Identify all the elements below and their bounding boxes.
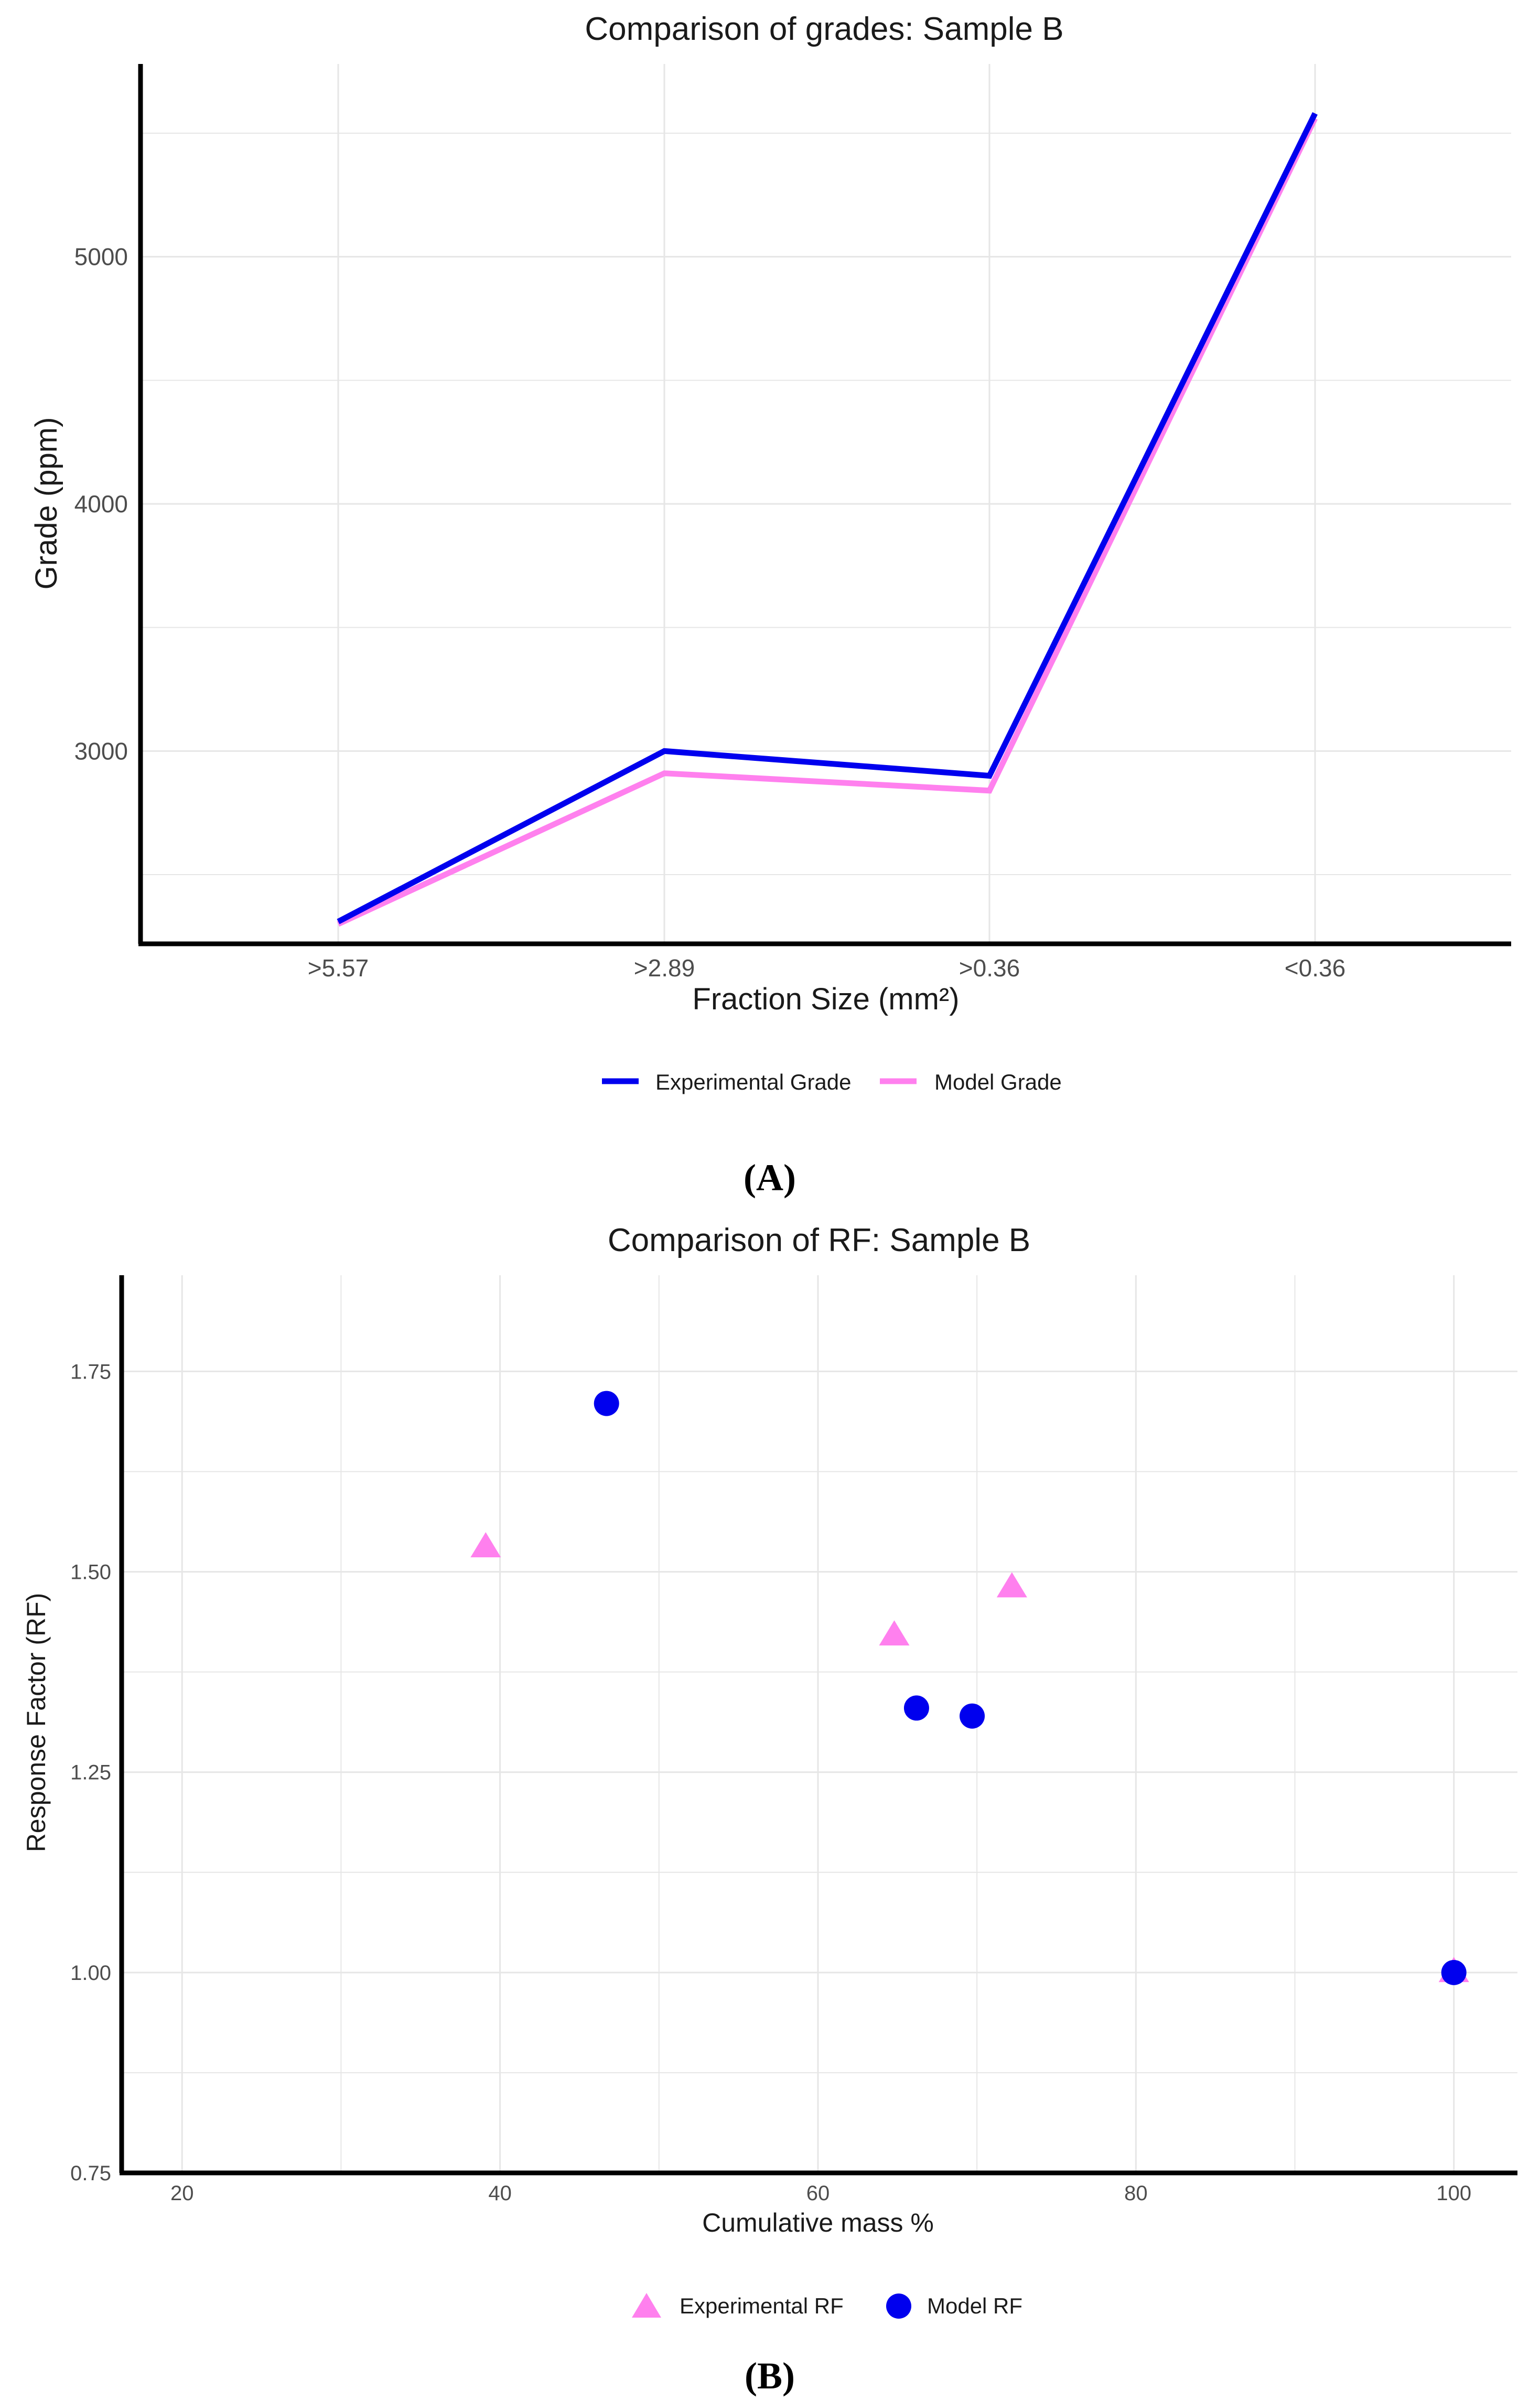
legend-item-model-rf: Model RF — [886, 2294, 1022, 2319]
x-tick-label-a: <0.36 — [1285, 954, 1345, 982]
legend-label-model-grade: Model Grade — [934, 1070, 1062, 1094]
x-tick-label-a: >5.57 — [308, 954, 369, 982]
chart-title-grades: Comparison of grades: Sample B — [585, 11, 1063, 47]
rf-scatter-chart: Comparison of RF: Sample B 0.75 1.00 1.25 1… — [21, 1222, 1517, 2319]
y-tick-label-a: 5000 — [74, 243, 128, 271]
series-line-model-grade — [337, 117, 1318, 927]
x-tick-label-b: 100 — [1436, 2182, 1471, 2205]
y-tick-label-b: 1.75 — [70, 1360, 111, 1383]
x-tick-label-b: 20 — [170, 2182, 194, 2205]
point-model-rf — [594, 1391, 619, 1416]
y-tick-label-a: 4000 — [74, 490, 128, 518]
ticks-a: 3000 4000 5000 >5.57 >2.89 >0.36 <0.36 — [74, 243, 1346, 982]
series-lines-a — [337, 112, 1318, 927]
legend-label-experimental-rf: Experimental RF — [680, 2294, 844, 2318]
x-tick-label-a: >0.36 — [959, 954, 1020, 982]
point-model-rf — [903, 1695, 929, 1721]
legend-b: Experimental RF Model RF — [632, 2293, 1022, 2319]
x-tick-label-b: 60 — [806, 2182, 830, 2205]
point-experimental-rf — [996, 1572, 1027, 1598]
x-tick-label-a: >2.89 — [634, 954, 695, 982]
legend-item-experimental-grade: Experimental Grade — [602, 1070, 852, 1094]
panel-label-b: (B) — [745, 2355, 795, 2397]
series-line-experimental-grade — [337, 112, 1318, 924]
point-experimental-rf — [470, 1532, 501, 1557]
legend-swatch-model-rf — [886, 2294, 911, 2319]
y-axis-title-a: Grade (ppm) — [29, 417, 63, 590]
ticks-b: 0.75 1.00 1.25 1.50 1.75 20 40 60 80 100 — [70, 1360, 1471, 2205]
x-tick-label-b: 80 — [1124, 2182, 1148, 2205]
legend-swatch-experimental-rf — [632, 2293, 661, 2318]
y-tick-label-b: 1.25 — [70, 1761, 111, 1784]
legend-label-experimental-grade: Experimental Grade — [655, 1070, 852, 1094]
y-tick-label-b: 1.00 — [70, 1962, 111, 1985]
x-axis-title-a: Fraction Size (mm²) — [692, 982, 959, 1016]
legend-label-model-rf: Model RF — [927, 2294, 1022, 2318]
scatter-points-b — [470, 1391, 1469, 1985]
chart-title-rf: Comparison of RF: Sample B — [608, 1222, 1030, 1258]
grid-a — [141, 64, 1511, 944]
point-model-rf — [960, 1703, 985, 1729]
panel-label-a: (A) — [744, 1157, 796, 1199]
y-tick-label-b: 0.75 — [70, 2162, 111, 2185]
y-tick-label-a: 3000 — [74, 737, 128, 765]
y-tick-label-b: 1.50 — [70, 1561, 111, 1584]
point-experimental-rf — [879, 1620, 910, 1646]
legend-a: Experimental Grade Model Grade — [602, 1070, 1062, 1094]
grades-line-chart: Comparison of grades: Sample B 3000 4000 5… — [29, 11, 1511, 1094]
legend-item-model-grade: Model Grade — [880, 1070, 1062, 1094]
point-model-rf — [1441, 1959, 1467, 1985]
x-tick-label-b: 40 — [488, 2182, 512, 2205]
legend-item-experimental-rf: Experimental RF — [632, 2293, 844, 2318]
y-axis-title-b: Response Factor (RF) — [21, 1593, 51, 1853]
x-axis-title-b: Cumulative mass % — [702, 2208, 934, 2237]
